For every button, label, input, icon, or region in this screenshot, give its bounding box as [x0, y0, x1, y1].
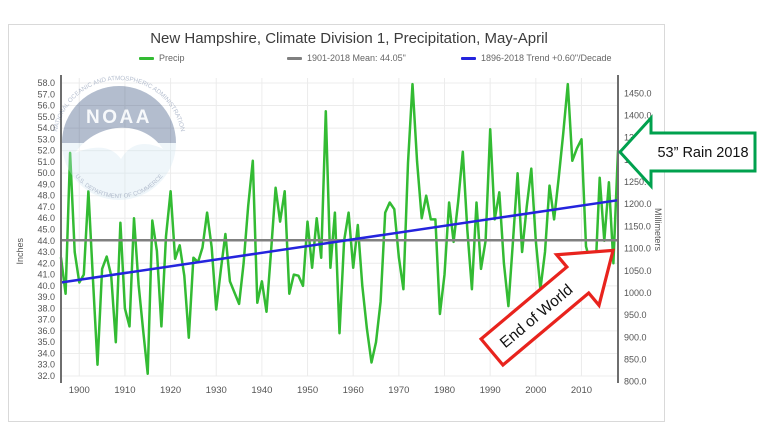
y-tick-label-left: 36.0 [37, 326, 55, 336]
y-tick-label-left: 32.0 [37, 371, 55, 381]
y-tick-label-left: 53.0 [37, 134, 55, 144]
y-tick-label-left: 33.0 [37, 360, 55, 370]
y-tick-label-left: 54.0 [37, 123, 55, 133]
chart-title: New Hampshire, Climate Division 1, Preci… [150, 30, 548, 47]
y-tick-label-left: 49.0 [37, 179, 55, 189]
y-tick-label-left: 48.0 [37, 191, 55, 201]
y-tick-label-left: 37.0 [37, 315, 55, 325]
y-tick-label-right: 1000.0 [624, 288, 652, 298]
y-tick-label-left: 41.0 [37, 270, 55, 280]
y-tick-label-left: 42.0 [37, 258, 55, 268]
green-arrow-shape [617, 114, 757, 190]
red-arrow-shape [478, 248, 616, 368]
y-tick-label-left: 43.0 [37, 247, 55, 257]
legend-item-trend[interactable]: 1896-2018 Trend +0.60"/Decade [461, 53, 612, 63]
red-arrow-annotation: End of World [478, 248, 616, 368]
y-tick-label-right: 900.0 [624, 332, 647, 342]
y-tick-label-left: 44.0 [37, 236, 55, 246]
y-tick-label-left: 40.0 [37, 281, 55, 291]
y-tick-label-left: 58.0 [37, 78, 55, 88]
x-tick-label: 1980 [434, 385, 455, 396]
y-tick-label-left: 35.0 [37, 337, 55, 347]
x-tick-label: 1990 [480, 385, 501, 396]
x-tick-label: 1970 [388, 385, 409, 396]
y-tick-label-left: 52.0 [37, 146, 55, 156]
x-tick-label: 1930 [206, 385, 227, 396]
legend-swatch-precip [139, 56, 154, 60]
y-tick-label-right: 950.0 [624, 310, 647, 320]
y-tick-label-left: 51.0 [37, 157, 55, 167]
legend-swatch-mean [287, 56, 302, 60]
y-tick-label-left: 50.0 [37, 168, 55, 178]
green-arrow-label: 53” Rain 2018 [657, 145, 748, 161]
legend-label-mean: 1901-2018 Mean: 44.05" [307, 53, 406, 63]
x-tick-label: 1960 [343, 385, 364, 396]
y-tick-label-right: 1450.0 [624, 88, 652, 98]
y-tick-label-left: 55.0 [37, 112, 55, 122]
y-axis-title-right: Millimeters [653, 208, 663, 252]
x-tick-label: 1920 [160, 385, 181, 396]
x-tick-label: 1950 [297, 385, 318, 396]
legend-label-trend: 1896-2018 Trend +0.60"/Decade [481, 53, 612, 63]
x-tick-label: 1940 [251, 385, 272, 396]
legend-item-mean[interactable]: 1901-2018 Mean: 44.05" [287, 53, 406, 63]
x-tick-label: 2000 [525, 385, 546, 396]
legend-label-precip: Precip [159, 53, 185, 63]
legend-item-precip[interactable]: Precip [139, 53, 185, 63]
green-arrow-annotation: 53” Rain 2018 [617, 114, 757, 190]
x-tick-label: 1910 [114, 385, 135, 396]
y-tick-label-left: 57.0 [37, 89, 55, 99]
legend-swatch-trend [461, 56, 476, 60]
precip-line[interactable] [59, 82, 620, 375]
y-tick-label-left: 46.0 [37, 213, 55, 223]
x-tick-label: 2010 [571, 385, 592, 396]
y-tick-label-right: 1100.0 [624, 244, 651, 254]
y-tick-label-right: 1400.0 [624, 110, 652, 120]
trend-line [60, 198, 619, 284]
y-tick-label-right: 1200.0 [624, 199, 652, 209]
y-tick-label-right: 1250.0 [624, 177, 652, 187]
y-tick-label-left: 38.0 [37, 303, 55, 313]
y-tick-label-right: 1150.0 [624, 221, 651, 231]
y-tick-label-right: 800.0 [624, 377, 647, 387]
y-tick-label-left: 45.0 [37, 225, 55, 235]
y-tick-label-left: 56.0 [37, 101, 55, 111]
y-tick-label-left: 47.0 [37, 202, 55, 212]
y-tick-label-left: 34.0 [37, 348, 55, 358]
y-tick-label-left: 39.0 [37, 292, 55, 302]
y-tick-label-right: 1050.0 [624, 266, 652, 276]
x-tick-label: 1900 [69, 385, 90, 396]
y-tick-label-right: 850.0 [624, 354, 647, 364]
